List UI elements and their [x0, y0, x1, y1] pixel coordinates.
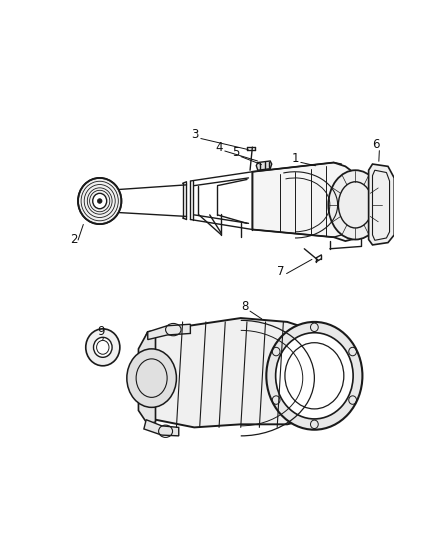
Ellipse shape	[266, 322, 362, 430]
Polygon shape	[138, 332, 155, 424]
Polygon shape	[369, 164, 394, 245]
Ellipse shape	[78, 178, 121, 224]
Text: 8: 8	[241, 300, 248, 313]
Polygon shape	[138, 318, 330, 427]
Polygon shape	[148, 324, 191, 340]
Text: 7: 7	[277, 265, 285, 278]
Text: 4: 4	[215, 141, 223, 154]
Text: 9: 9	[98, 326, 105, 338]
Polygon shape	[252, 163, 366, 241]
Ellipse shape	[86, 329, 120, 366]
Ellipse shape	[142, 392, 158, 406]
Ellipse shape	[97, 199, 102, 203]
Ellipse shape	[276, 333, 353, 419]
Ellipse shape	[127, 349, 177, 407]
Text: 1: 1	[291, 152, 299, 165]
Text: 5: 5	[232, 146, 239, 159]
Ellipse shape	[93, 193, 107, 209]
Ellipse shape	[93, 337, 112, 357]
Text: 3: 3	[191, 128, 199, 141]
Polygon shape	[256, 161, 272, 170]
Text: 2: 2	[71, 233, 78, 246]
Ellipse shape	[328, 170, 382, 239]
Polygon shape	[144, 419, 179, 436]
Text: 6: 6	[373, 138, 380, 151]
